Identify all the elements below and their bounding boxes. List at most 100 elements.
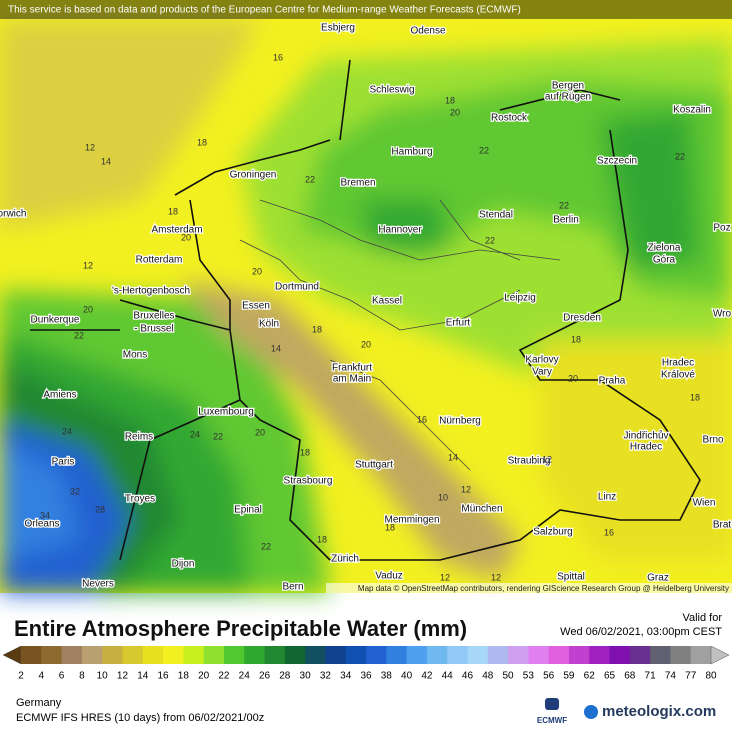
place-label: Amiens	[43, 390, 76, 401]
legend-tick-label: 12	[117, 671, 129, 682]
place-label: Hradec	[662, 358, 694, 369]
place-label: Nevers	[82, 579, 114, 590]
place-label: auf Rügen	[545, 92, 591, 103]
legend-swatch	[568, 646, 590, 664]
place-label: Hannover	[378, 225, 422, 236]
place-label: Poz	[713, 223, 730, 234]
contour-label: 22	[485, 235, 495, 245]
contour-label: 12	[85, 142, 95, 152]
contour-label: 22	[479, 145, 489, 155]
contour-label: 18	[571, 334, 581, 344]
legend-tick-label: 24	[239, 671, 251, 682]
place-label: Bruxelles	[133, 311, 174, 322]
legend-tick-label: 74	[665, 671, 677, 682]
place-label: Paris	[52, 457, 75, 468]
legend-tick-label: 2	[18, 671, 24, 682]
place-label: am Main	[333, 374, 371, 385]
legend-swatch	[284, 646, 306, 664]
place-label: Leipzig	[504, 293, 536, 304]
legend-swatch	[426, 646, 448, 664]
place-label: Bern	[282, 582, 303, 593]
contour-label: 18	[317, 534, 327, 544]
title: Entire Atmosphere Precipitable Water (mm…	[14, 616, 467, 641]
legend-swatch	[366, 646, 387, 664]
legend-swatch	[203, 646, 225, 664]
ecmwf-icon	[545, 698, 559, 710]
place-label: Dresden	[563, 313, 601, 324]
legend-swatch	[21, 646, 42, 664]
legend-swatch	[142, 646, 164, 664]
contour-label: 18	[385, 522, 395, 532]
place-label: Zürich	[331, 554, 359, 565]
legend-tick-label: 44	[442, 671, 454, 682]
legend-tick-label: 68	[624, 671, 636, 682]
place-label: - Brussel	[134, 324, 173, 335]
place-label: München	[461, 504, 502, 515]
legend-tick-label: 80	[705, 671, 717, 682]
place-label: Essen	[242, 301, 270, 312]
place-label: orwich	[0, 209, 26, 220]
place-label: Orleans	[24, 519, 59, 530]
legend-tick-label: 42	[421, 671, 433, 682]
place-label: Spittal	[557, 572, 585, 583]
place-label: Dortmund	[275, 282, 319, 293]
legend-swatch	[81, 646, 103, 664]
place-label: Dunkerque	[31, 315, 80, 326]
place-label: Kassel	[372, 296, 402, 307]
legend-swatch	[508, 646, 529, 664]
contour-label: 20	[83, 304, 93, 314]
contour-label: 14	[271, 343, 281, 353]
place-label: Brno	[702, 435, 724, 446]
legend-tick-label: 6	[59, 671, 65, 682]
legend-tick-label: 4	[39, 671, 45, 682]
brand-icon	[584, 705, 598, 719]
place-label: Bremen	[340, 178, 375, 189]
contour-label: 12	[491, 572, 501, 582]
contour-label: 18	[168, 206, 178, 216]
contour-label: 22	[261, 541, 271, 551]
contour-label: 18	[197, 137, 207, 147]
place-label: Graz	[647, 573, 669, 584]
legend-swatch	[61, 646, 83, 664]
place-label: Góra	[653, 255, 676, 266]
legend-tick-label: 77	[685, 671, 697, 682]
ecmwf-logo: ECMWF	[537, 716, 567, 725]
contour-label: 18	[300, 447, 310, 457]
legend-tick-label: 30	[300, 671, 312, 682]
legend-swatch	[223, 646, 245, 664]
legend-swatch	[589, 646, 611, 664]
contour-label: 18	[690, 392, 700, 402]
legend-swatch	[670, 646, 692, 664]
place-label: Hamburg	[391, 147, 432, 158]
contour-label: 28	[95, 504, 105, 514]
notice: This service is based on data and produc…	[8, 5, 521, 16]
place-label: Vaduz	[375, 571, 403, 582]
legend-swatch	[325, 646, 347, 664]
legend-arrow-right	[710, 645, 730, 665]
contour-label: 16	[604, 527, 614, 537]
contour-label: 16	[273, 52, 283, 62]
place-label: Stendal	[479, 210, 513, 221]
place-label: Koszalin	[673, 105, 711, 116]
legend-swatch	[548, 646, 570, 664]
place-label: Linz	[598, 492, 616, 503]
contour-label: 14	[448, 452, 458, 462]
legend-tick-label: 50	[502, 671, 514, 682]
place-label: Luxembourg	[198, 407, 254, 418]
place-label: Troyes	[125, 494, 155, 505]
legend-swatch	[528, 646, 550, 664]
legend-swatch	[163, 646, 184, 664]
brand[interactable]: meteologix.com	[602, 703, 716, 720]
place-label: Praha	[599, 376, 626, 387]
legend-swatch	[264, 646, 286, 664]
legend-arrow-left	[2, 645, 22, 665]
place-label: Zielona	[648, 243, 681, 254]
place-label: Memmingen	[384, 515, 439, 526]
legend-tick-label: 14	[137, 671, 149, 682]
place-label: Karlovy	[525, 355, 558, 366]
legend-tick-label: 71	[645, 671, 657, 682]
place-label: Köln	[259, 319, 279, 330]
place-label: Stuttgart	[355, 460, 393, 471]
legend-swatch	[690, 646, 712, 664]
place-label: Odense	[410, 26, 445, 37]
